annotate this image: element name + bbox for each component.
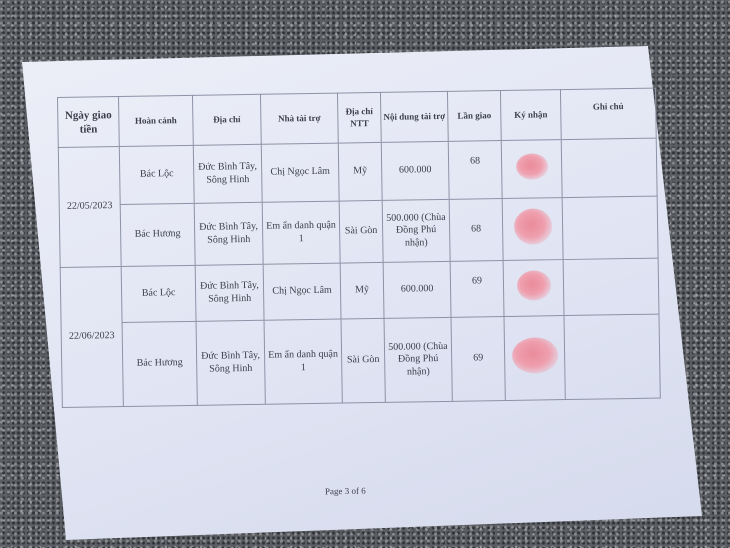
lan-giao-cell: 69 [450,260,505,318]
header-cell: Nội dung tài trợ [380,91,449,143]
dia-chi-cell: Đức Bình Tây, Sông Hinh [196,320,266,406]
header-cell: Hoàn cảnh [118,95,194,147]
dia-chi-ntt-cell: Mỹ [338,142,383,202]
ghi-chu-cell [563,258,659,316]
signature-mark [511,337,558,375]
date-cell: 22/05/2023 [58,146,122,268]
table-row: Bác Hương Đức Bình Tây, Sông Hinh Em ẩn … [59,196,659,267]
table-row: 22/06/2023 Bác Lộc Đức Bình Tây, Sông Hi… [60,258,659,408]
signature-mark [513,208,552,246]
signature-mark [515,153,548,181]
lan-giao-cell: 68 [449,198,504,262]
nha-tai-tro-cell: Chị Ngọc Lâm [261,143,340,203]
noi-dung-cell: 600.000 [381,141,450,201]
ghi-chu-cell [563,314,661,400]
header-cell: Địa chỉ [192,94,262,146]
header-cell: Ghi chú [560,88,657,140]
nha-tai-tro-cell: Em ẩn danh quận 1 [264,319,343,405]
nha-tai-tro-cell: Em ẩn danh quận 1 [262,201,341,265]
date-cell: 22/06/2023 [60,266,124,408]
hoan-canh-cell: Bác Hương [120,203,196,267]
dia-chi-ntt-cell: Mỹ [340,262,385,320]
header-cell: Ký nhận [500,89,562,141]
header-cell: Địa chỉ NTT [337,92,382,144]
dia-chi-cell: Đức Bình Tây, Sông Hinh [195,264,265,322]
noi-dung-cell: 500.000 (Chùa Đồng Phú nhận) [382,199,451,263]
ky-nhan-cell [503,259,564,317]
page-number: Page 3 of 6 [324,485,366,497]
delivery-table: Ngày giao tiền Hoàn cảnh Địa chỉ Nhà tài… [57,88,661,408]
table-row: Bác Hương Đức Bình Tây, Sông Hinh Em ẩn … [61,314,661,407]
header-cell: Lần giao [447,90,502,142]
header-cell: Nhà tài trợ [260,93,339,145]
table-row: 22/05/2023 Bác Lộc Đức Bình Tây, Sông Hi… [58,138,658,268]
hoan-canh-cell: Bác Lộc [121,265,197,323]
ky-nhan-cell [502,197,564,261]
hoan-canh-cell: Bác Lộc [119,145,195,205]
header-cell: Ngày giao tiền [57,96,120,148]
dia-chi-cell: Đức Bình Tây, Sông Hinh [194,202,264,266]
signature-mark [516,270,551,302]
noi-dung-cell: 600.000 [383,261,452,319]
lan-giao-cell: 69 [451,316,506,402]
ghi-chu-cell [561,138,658,198]
ky-nhan-cell [501,139,563,199]
dia-chi-ntt-cell: Sài Gòn [341,318,386,404]
dia-chi-ntt-cell: Sài Gòn [339,200,384,264]
lan-giao-cell: 68 [448,140,503,200]
ghi-chu-cell [562,196,659,260]
document: Ngày giao tiền Hoàn cảnh Địa chỉ Nhà tài… [57,88,661,408]
hoan-canh-cell: Bác Hương [122,321,198,407]
ky-nhan-cell [504,315,566,401]
dia-chi-cell: Đức Bình Tây, Sông Hinh [193,144,263,204]
nha-tai-tro-cell: Chị Ngọc Lâm [263,263,342,321]
noi-dung-cell: 500.000 (Chùa Đồng Phú nhận) [384,317,453,403]
